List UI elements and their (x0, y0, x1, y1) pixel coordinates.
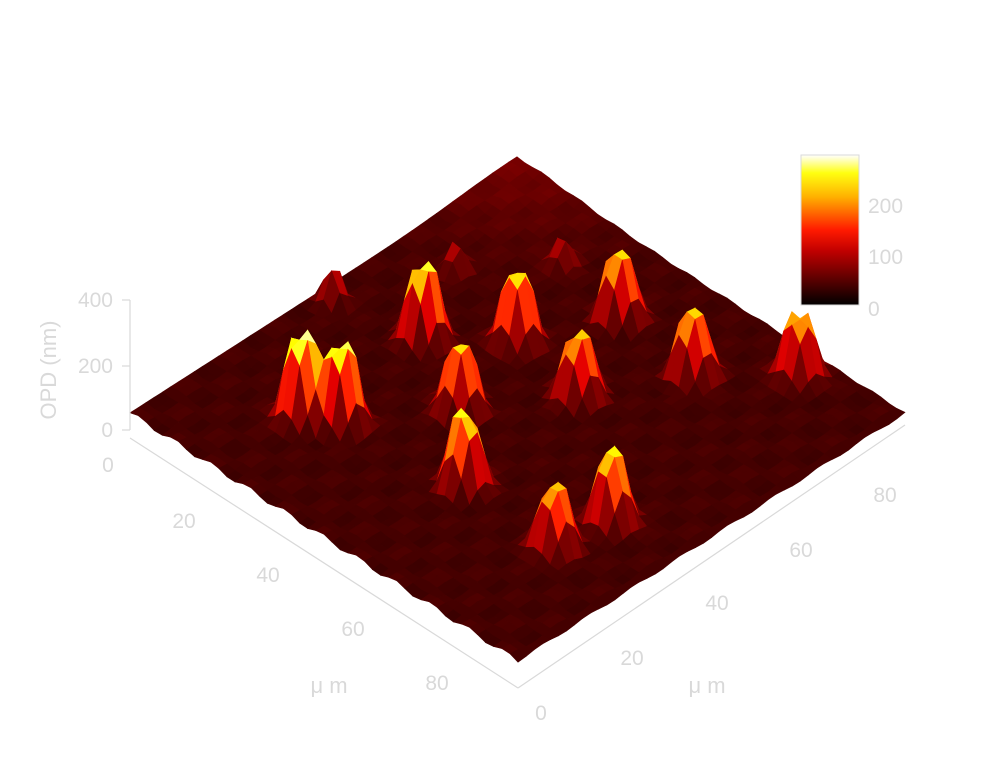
x-tick: 60 (341, 618, 364, 641)
colorbar-tick: 0 (868, 298, 880, 321)
y-tick: 0 (535, 702, 547, 725)
colorbar-gradient (800, 154, 860, 306)
colorbar-tick: 200 (868, 195, 903, 218)
x-tick: 40 (256, 564, 279, 587)
x-tick: 20 (172, 510, 195, 533)
z-tick: 0 (101, 419, 113, 442)
z-tick: 400 (78, 289, 113, 312)
z-tick: 200 (78, 355, 113, 378)
x-tick: 80 (425, 672, 448, 695)
x-axis-line (129, 437, 519, 689)
y-tick: 40 (705, 592, 728, 615)
y-tick: 60 (789, 539, 812, 562)
axes: 400 200 0 OPD (nm) 0 20 40 60 80 μ m 0 2… (36, 289, 906, 725)
surface-mesh (129, 156, 906, 663)
colorbar: 200 100 0 (800, 154, 903, 321)
colorbar-tick: 100 (868, 246, 903, 269)
x-axis-title: μ m (310, 673, 347, 698)
surface-cell (509, 649, 527, 663)
y-axis-line (517, 424, 906, 689)
y-tick: 20 (620, 647, 643, 670)
x-tick: 0 (102, 454, 114, 477)
z-axis-title: OPD (nm) (36, 321, 61, 420)
z-axis-line (122, 299, 131, 431)
y-axis-title: μ m (688, 673, 725, 698)
y-tick: 80 (873, 484, 896, 507)
